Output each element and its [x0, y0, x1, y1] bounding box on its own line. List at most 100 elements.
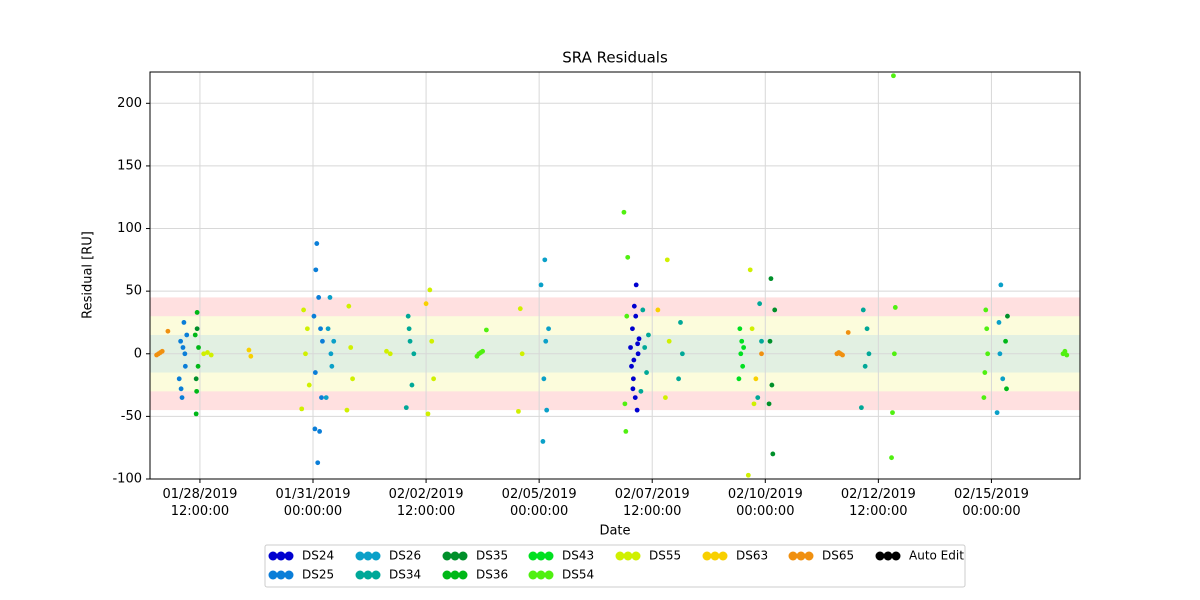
point [329, 363, 335, 369]
legend-marker [284, 551, 294, 561]
point [663, 395, 668, 400]
legend-marker [458, 551, 468, 561]
point [679, 351, 685, 357]
point [304, 326, 310, 332]
legend-marker [371, 551, 381, 561]
legend-marker [363, 570, 373, 580]
point [406, 326, 412, 332]
point [543, 338, 549, 344]
point [306, 382, 312, 388]
point [301, 307, 306, 313]
point [312, 370, 318, 375]
point [546, 326, 551, 332]
point [755, 395, 761, 400]
point [840, 352, 845, 358]
point [759, 338, 764, 344]
point [747, 267, 753, 273]
point [405, 313, 411, 319]
point [891, 73, 896, 79]
y-tick-label: 50 [125, 284, 142, 299]
point [642, 345, 648, 350]
point [1062, 348, 1068, 354]
point [749, 326, 755, 332]
point [996, 320, 1002, 325]
point [862, 363, 868, 369]
legend-marker [450, 551, 460, 561]
legend-label: Auto Edit [909, 549, 964, 563]
legend-marker [458, 570, 468, 580]
point [757, 301, 763, 307]
point [348, 345, 354, 350]
y-tick-label: 200 [117, 96, 142, 111]
legend-marker [276, 551, 286, 561]
point [676, 376, 682, 382]
point [625, 254, 631, 260]
point [346, 303, 352, 309]
point [646, 332, 651, 338]
point [178, 338, 184, 344]
point [635, 341, 641, 347]
y-tick-label: 150 [117, 158, 142, 173]
x-tick-label: 01/28/2019 12:00:00 [162, 487, 238, 519]
point [182, 363, 188, 369]
legend-label: DS43 [562, 549, 594, 563]
legend-label: DS25 [302, 568, 334, 582]
legend-marker [450, 570, 460, 580]
point [311, 313, 317, 319]
point [997, 351, 1003, 357]
point [205, 350, 210, 355]
point [751, 401, 757, 407]
point [736, 376, 742, 382]
legend-marker [528, 551, 538, 561]
point [318, 326, 323, 332]
x-tick-label: 02/02/2019 12:00:00 [388, 487, 464, 519]
point [678, 320, 683, 325]
legend-marker [442, 570, 452, 580]
point [313, 267, 319, 273]
point [194, 326, 200, 332]
legend-marker [544, 551, 554, 561]
point [519, 351, 525, 357]
point [328, 351, 334, 357]
chart-title: SRA Residuals [562, 49, 668, 67]
legend-marker [284, 570, 294, 580]
point [858, 405, 864, 411]
legend-label: DS65 [822, 549, 854, 563]
point [350, 376, 355, 382]
point [184, 332, 190, 338]
point [768, 276, 774, 282]
point [193, 411, 199, 417]
point [176, 376, 182, 382]
legend-marker [875, 551, 885, 561]
point [194, 388, 200, 394]
point [666, 338, 672, 344]
point [745, 472, 751, 478]
legend-label: DS24 [302, 549, 334, 563]
legend-label: DS36 [476, 568, 508, 582]
x-tick-label: 02/15/2019 00:00:00 [953, 487, 1029, 519]
legend-marker [702, 551, 712, 561]
point [319, 395, 324, 400]
y-tick-label: 100 [117, 221, 142, 236]
point [766, 401, 772, 407]
point [892, 305, 898, 310]
point [159, 348, 165, 354]
legend-marker [371, 570, 381, 580]
legend-label: DS63 [736, 549, 768, 563]
point [631, 303, 637, 309]
legend-marker [788, 551, 798, 561]
legend-label: DS26 [389, 549, 421, 563]
point [323, 395, 329, 400]
plot-frame [149, 71, 1081, 480]
legend-marker [883, 551, 893, 561]
legend-marker [268, 570, 278, 580]
point [1005, 313, 1010, 319]
point [483, 327, 489, 333]
point [480, 348, 486, 354]
point [331, 338, 337, 344]
point [630, 376, 636, 382]
point [195, 363, 201, 369]
point [540, 439, 546, 444]
point [314, 241, 320, 246]
point [982, 370, 988, 375]
